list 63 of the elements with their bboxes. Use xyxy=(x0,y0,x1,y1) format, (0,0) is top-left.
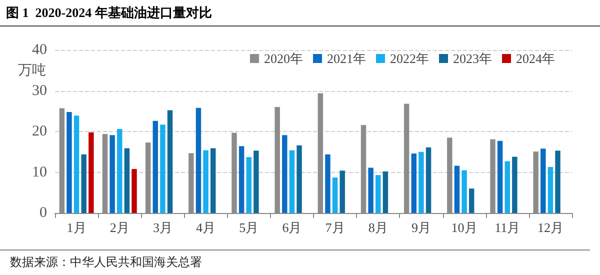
bar xyxy=(203,150,208,213)
bar xyxy=(160,124,166,213)
bar xyxy=(548,166,554,213)
y-axis-title: 万吨 xyxy=(18,62,46,78)
bar xyxy=(167,110,173,213)
x-tick-label: 3月 xyxy=(152,220,172,235)
y-tick-label: 30 xyxy=(32,82,47,99)
bar xyxy=(497,140,503,213)
bar xyxy=(132,168,137,213)
bar xyxy=(540,148,546,213)
x-tick-label: 8月 xyxy=(368,220,388,235)
bar xyxy=(246,157,252,213)
bar xyxy=(368,168,374,213)
bar xyxy=(282,135,288,213)
bar xyxy=(325,154,330,213)
y-tick-label: 10 xyxy=(32,164,47,180)
legend-label: 2024年 xyxy=(516,51,555,66)
legend-label: 2023年 xyxy=(453,51,492,66)
bar xyxy=(74,116,80,213)
x-tick-label: 4月 xyxy=(196,220,216,235)
bar xyxy=(411,154,417,213)
legend-label: 2020年 xyxy=(264,51,303,66)
bar xyxy=(382,171,388,213)
chart-title: 图 1 2020-2024 年基础油进口量对比 xyxy=(6,5,212,20)
y-tick-label: 40 xyxy=(32,42,47,58)
x-tick-label: 7月 xyxy=(325,220,345,235)
x-tick-label: 5月 xyxy=(239,220,259,235)
bar xyxy=(468,188,474,213)
legend-label: 2022年 xyxy=(390,51,429,66)
bar xyxy=(426,147,432,213)
source-note: 数据来源：中华人民共和国海关总署 xyxy=(10,255,202,269)
y-tick-label: 20 xyxy=(32,124,47,140)
x-tick-label: 12月 xyxy=(537,220,564,235)
bar xyxy=(152,120,158,213)
y-tick-label: 0 xyxy=(40,205,47,221)
bar xyxy=(81,154,86,213)
x-tick-label: 2月 xyxy=(110,220,130,235)
x-tick-label: 1月 xyxy=(66,220,86,235)
x-tick-label: 6月 xyxy=(282,220,302,235)
bar xyxy=(418,152,424,213)
bar xyxy=(238,146,244,213)
bar xyxy=(504,161,510,213)
bar xyxy=(555,150,560,213)
bar xyxy=(332,178,338,213)
bar xyxy=(462,170,467,213)
bar xyxy=(210,148,216,213)
bar xyxy=(340,170,345,213)
bar xyxy=(124,148,130,213)
bar xyxy=(296,145,302,213)
bar xyxy=(454,166,460,213)
legend-label: 2021年 xyxy=(327,51,366,66)
bar xyxy=(117,129,122,213)
bar xyxy=(66,112,72,213)
x-tick-label: 9月 xyxy=(411,220,431,235)
bar xyxy=(289,150,295,213)
bar xyxy=(254,150,259,213)
bar xyxy=(512,156,518,213)
x-tick-label: 11月 xyxy=(494,220,520,235)
bar xyxy=(376,175,381,213)
bar xyxy=(196,108,202,213)
bar xyxy=(110,135,115,213)
x-tick-label: 10月 xyxy=(451,220,478,235)
bar xyxy=(88,132,94,213)
